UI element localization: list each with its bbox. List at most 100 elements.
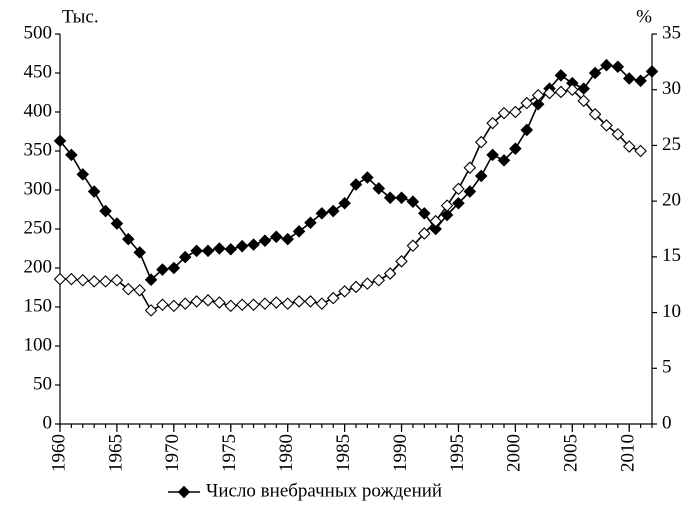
data-point (463, 161, 477, 174)
data-point (645, 65, 659, 78)
data-point (361, 277, 374, 290)
data-point (531, 89, 545, 102)
x-tick-label: 1985 (333, 434, 354, 472)
data-point (110, 273, 124, 287)
data-point (440, 208, 454, 222)
data-point (383, 267, 397, 280)
data-point (554, 85, 568, 99)
data-point (247, 298, 260, 312)
y-tick-label: 400 (24, 100, 53, 121)
x-tick-label: 1970 (162, 434, 183, 472)
data-point (133, 284, 146, 297)
x-tick-label: 1960 (48, 434, 69, 472)
legend-label: Число внебрачных рождений (206, 480, 442, 501)
data-point (65, 272, 78, 286)
data-point (224, 299, 238, 313)
data-point (577, 82, 590, 95)
data-point (315, 207, 329, 220)
data-point (190, 244, 203, 258)
data-point (588, 107, 602, 121)
x-tick-label: 2010 (618, 434, 639, 472)
data-point (122, 232, 135, 246)
data-point (76, 168, 90, 181)
data-point (190, 295, 203, 308)
data-point (349, 178, 363, 191)
series-line (60, 88, 641, 312)
y-tick-label: 300 (24, 178, 53, 199)
data-point (224, 243, 238, 256)
data-point (144, 304, 158, 317)
x-tick-label: 1990 (390, 434, 411, 472)
data-point (235, 298, 249, 312)
data-point (270, 296, 283, 309)
data-point (178, 250, 192, 264)
data-point (201, 244, 215, 258)
data-point (53, 272, 67, 286)
data-point (87, 185, 101, 198)
data-point (133, 246, 146, 259)
data-point (258, 234, 272, 247)
data-point (281, 232, 294, 246)
data-point (326, 291, 340, 305)
data-point (383, 191, 397, 205)
y-tick-label: 250 (24, 217, 53, 238)
x-tick-label: 1995 (447, 434, 468, 472)
y-tick-label: 150 (24, 295, 53, 316)
data-point (406, 195, 420, 208)
data-point (486, 148, 499, 162)
data-point (486, 116, 499, 130)
data-point (315, 297, 329, 310)
data-point (600, 58, 613, 72)
data-point (372, 273, 386, 287)
data-point (634, 144, 647, 158)
data-point (622, 72, 636, 85)
data-point (338, 196, 351, 210)
y-tick-label: 200 (24, 256, 53, 277)
data-point (429, 222, 442, 236)
series-line (59, 64, 653, 282)
y-tick-label: 450 (24, 61, 53, 82)
y2-tick-label: 0 (662, 412, 672, 433)
data-point (258, 297, 272, 310)
data-point (361, 171, 374, 184)
y-tick-label: 0 (43, 412, 53, 433)
data-point (326, 204, 340, 218)
data-point (76, 273, 90, 287)
data-point (65, 148, 78, 162)
data-point (304, 295, 317, 308)
data-point (292, 295, 306, 308)
x-tick-label: 2000 (504, 434, 525, 472)
data-point (167, 261, 181, 275)
data-point (156, 298, 169, 312)
x-tick-label: 1975 (219, 434, 240, 472)
data-point (110, 217, 124, 230)
data-point (520, 123, 534, 137)
y-tick-label: 500 (24, 22, 53, 43)
data-point (304, 216, 317, 230)
data-point (338, 285, 351, 298)
data-point (99, 275, 112, 288)
y-tick-label: 50 (33, 373, 52, 394)
data-point (292, 225, 306, 238)
data-point (178, 297, 192, 310)
data-point (122, 282, 135, 296)
y-tick-label: 350 (24, 139, 53, 160)
data-point (53, 134, 67, 148)
data-point (520, 96, 534, 110)
data-point (634, 74, 647, 88)
data-point (474, 169, 488, 183)
data-point (497, 106, 511, 120)
legend-marker (177, 485, 191, 499)
data-point (99, 204, 112, 218)
data-point (235, 239, 249, 253)
data-point (395, 255, 408, 268)
data-point (611, 60, 625, 74)
data-point (418, 227, 431, 240)
data-point (452, 182, 465, 196)
data-point (509, 142, 522, 155)
data-point (213, 242, 226, 255)
data-point (622, 140, 636, 153)
data-point (418, 207, 431, 220)
data-point (554, 69, 568, 82)
data-point (600, 119, 613, 132)
